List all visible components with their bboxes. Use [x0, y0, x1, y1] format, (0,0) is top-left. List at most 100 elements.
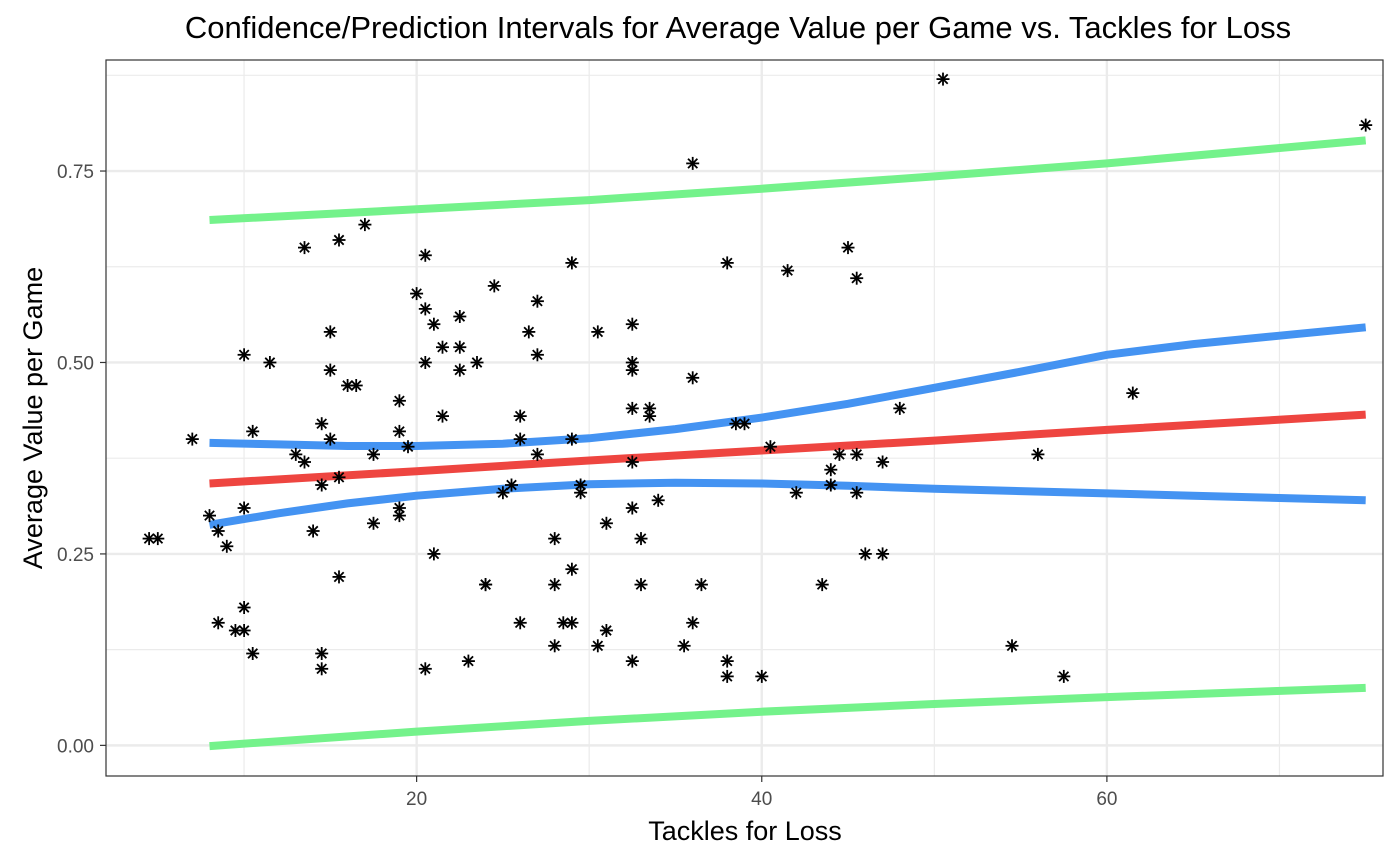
data-point — [841, 241, 855, 255]
data-point — [522, 325, 536, 339]
data-point — [289, 447, 303, 461]
data-point — [211, 524, 225, 538]
data-point — [625, 317, 639, 331]
data-point — [548, 639, 562, 653]
data-point — [634, 578, 648, 592]
data-point — [418, 356, 432, 369]
data-point — [392, 394, 406, 408]
data-point — [427, 547, 441, 561]
data-point — [832, 447, 846, 461]
data-point — [151, 532, 165, 546]
data-point — [436, 340, 449, 354]
data-point — [392, 509, 406, 523]
prediction-upper-line — [209, 136, 1367, 224]
data-point — [643, 401, 657, 415]
data-point — [358, 218, 372, 232]
data-point — [418, 662, 432, 676]
data-point — [332, 470, 346, 484]
data-point — [306, 524, 320, 538]
data-point — [315, 662, 329, 676]
data-point — [738, 417, 751, 431]
data-point — [625, 501, 639, 515]
data-point — [461, 654, 475, 668]
y-axis-title: Average Value per Game — [18, 267, 48, 569]
data-point — [453, 363, 467, 377]
data-point — [591, 325, 605, 339]
data-point — [530, 348, 544, 362]
data-point — [763, 440, 777, 454]
prediction-lower-line — [209, 683, 1366, 751]
data-point — [565, 432, 579, 446]
data-point — [505, 478, 518, 492]
data-point — [341, 379, 355, 392]
data-point — [824, 478, 838, 492]
y-axis: 0.00 0.25 0.50 0.75 — [57, 162, 106, 757]
data-point — [332, 233, 346, 247]
y-tick-label: 0.75 — [57, 162, 94, 183]
data-point — [565, 616, 579, 630]
data-point — [237, 624, 251, 637]
data-point — [315, 647, 329, 660]
data-point — [246, 647, 260, 660]
data-point — [625, 455, 639, 469]
data-point — [651, 493, 665, 507]
data-point — [694, 578, 708, 592]
data-point — [203, 509, 216, 523]
data-point — [815, 578, 829, 592]
series-lines — [208, 136, 1367, 751]
data-point — [1031, 447, 1045, 461]
data-point — [677, 639, 691, 653]
data-point — [591, 639, 605, 653]
data-point — [1126, 386, 1140, 400]
data-point — [625, 363, 639, 377]
data-point — [686, 616, 700, 630]
data-point — [574, 486, 588, 500]
data-point — [237, 501, 251, 515]
data-point — [367, 447, 380, 461]
data-point — [436, 409, 449, 423]
data-point — [643, 409, 657, 423]
data-point — [323, 325, 337, 339]
data-point — [427, 317, 441, 331]
data-point — [625, 654, 639, 668]
data-point — [755, 669, 769, 683]
data-point — [315, 478, 329, 492]
data-point — [487, 279, 501, 293]
confidence-lower-line — [208, 478, 1366, 529]
data-point — [315, 417, 329, 431]
data-point — [367, 516, 380, 530]
data-point — [876, 455, 890, 469]
data-point — [470, 356, 484, 369]
data-point — [1057, 669, 1071, 683]
data-point — [237, 601, 251, 614]
data-point — [246, 424, 260, 438]
data-point — [530, 294, 544, 308]
data-point — [323, 363, 337, 377]
data-point — [513, 616, 527, 630]
confidence-upper-line — [209, 323, 1367, 450]
data-point — [850, 486, 864, 500]
data-point — [513, 409, 527, 423]
data-point — [1005, 639, 1019, 653]
data-point — [781, 264, 795, 278]
data-point — [599, 624, 613, 637]
data-point — [392, 424, 406, 438]
data-point — [850, 447, 864, 461]
data-point — [401, 440, 415, 454]
data-point — [548, 532, 562, 546]
data-point — [220, 539, 234, 553]
data-point — [574, 478, 588, 492]
data-point — [789, 486, 803, 500]
data-point — [298, 241, 311, 255]
data-point — [599, 516, 613, 530]
data-point — [850, 271, 864, 285]
data-point — [565, 256, 579, 270]
data-point — [349, 379, 363, 392]
data-point — [323, 432, 337, 446]
data-point — [634, 532, 648, 546]
data-point — [453, 340, 467, 354]
x-axis-title: Tackles for Loss — [648, 816, 842, 846]
y-tick-label: 0.50 — [57, 353, 94, 374]
scatter-points — [142, 72, 1373, 683]
